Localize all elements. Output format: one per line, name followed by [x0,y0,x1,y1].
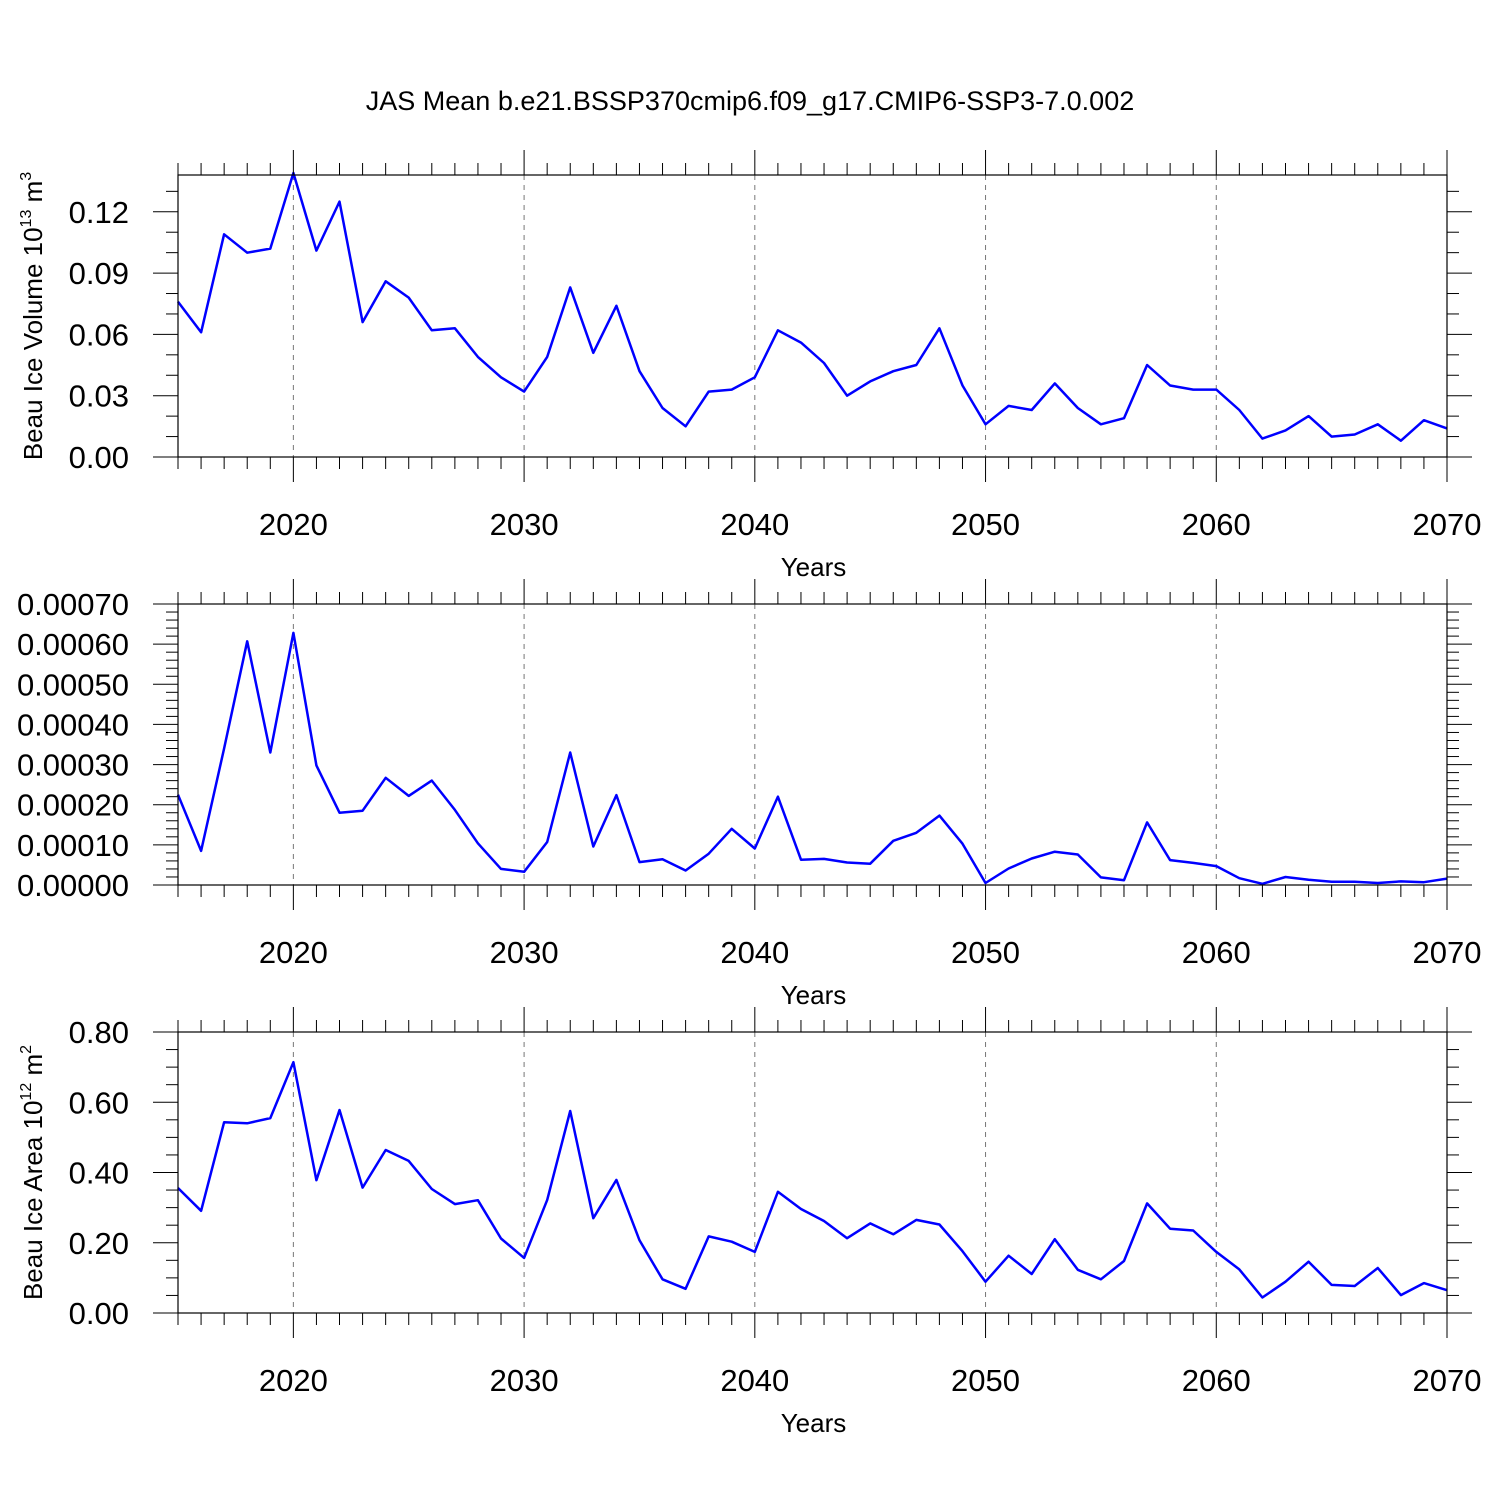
y-tick-label-4: 0.12 [69,195,129,230]
x-tick-label-2070: 2070 [1413,507,1482,542]
x-tick-label-2020: 2020 [259,507,328,542]
y-tick-label-3: 0.00030 [17,748,129,783]
y-tick-label-1: 0.03 [69,379,129,414]
y-axis-label-exponent: 13 [18,210,35,228]
y-tick-label-7: 0.00070 [17,587,129,622]
x-axis-label: Years [781,980,847,1010]
x-tick-label-2070: 2070 [1413,935,1482,970]
x-tick-label-2020: 2020 [259,935,328,970]
y-axis-label-unit: m [18,1054,48,1083]
y-axis-label-main: Beau Ice Area 10 [18,1101,48,1300]
y-tick-label-3: 0.60 [69,1085,129,1120]
y-axis-label-exponent: 12 [18,1083,35,1101]
x-axis-label: Years [781,552,847,582]
y-tick-label-1: 0.00010 [17,828,129,863]
plot-frame [177,603,1448,886]
chart-panel-3: 2020 2030 2040 2050 2060 2070 Years 0.00 0.20 0.4… [18,1007,1481,1438]
y-axis-label-unit-exponent: 2 [18,1045,35,1054]
series-line [177,1060,1448,1299]
y-tick-label-1: 0.20 [69,1226,129,1261]
x-axis-label: Years [781,1408,847,1438]
x-tick-label-2030: 2030 [490,1363,559,1398]
series-line [176,631,1448,886]
y-tick-label-2: 0.40 [69,1156,129,1191]
y-tick-label-4: 0.00040 [17,707,129,742]
y-tick-label-0: 0.00 [69,440,129,475]
plot-frame [177,174,1448,458]
y-axis-label-unit: m [18,181,48,210]
chart-panel-2: 2020 2030 2040 2050 2060 2070 Years 0.00000 0.00… [17,579,1482,1010]
chart-panel-1: 2020 2030 2040 2050 2060 2070 Years 0.00 0.03 0.0… [18,150,1481,582]
y-axis-label: Beau Ice Area 1012 m2 [18,1045,48,1300]
y-tick-label-0: 0.00 [69,1296,129,1331]
series-line [177,171,1448,442]
x-tick-label-2040: 2040 [720,507,789,542]
x-tick-label-2060: 2060 [1182,1363,1251,1398]
x-tick-label-2060: 2060 [1182,935,1251,970]
x-tick-label-2060: 2060 [1182,507,1251,542]
y-tick-label-5: 0.00050 [17,667,129,702]
plot-frame [177,1031,1448,1314]
x-tick-label-2020: 2020 [259,1363,328,1398]
y-tick-label-4: 0.80 [69,1015,129,1050]
x-tick-label-2030: 2030 [490,935,559,970]
y-axis-label: Beau Ice Volume 1013 m3 [18,172,48,460]
panels: 2020 2030 2040 2050 2060 2070 Years 0.00 0.03 0.0… [17,150,1482,1438]
x-tick-label-2040: 2040 [720,935,789,970]
y-tick-label-2: 0.00020 [17,788,129,823]
x-tick-label-2030: 2030 [490,507,559,542]
x-tick-label-2050: 2050 [951,935,1020,970]
x-tick-label-2040: 2040 [720,1363,789,1398]
x-tick-label-2070: 2070 [1413,1363,1482,1398]
y-tick-label-2: 0.06 [69,317,129,352]
y-axis-label-unit-exponent: 3 [18,172,35,181]
y-tick-label-3: 0.09 [69,256,129,291]
x-tick-label-2050: 2050 [951,507,1020,542]
y-tick-label-6: 0.00060 [17,627,129,662]
x-tick-label-2050: 2050 [951,1363,1020,1398]
y-tick-label-0: 0.00000 [17,868,129,903]
y-axis-label-main: Beau Ice Volume 10 [18,227,48,460]
figure-title: JAS Mean b.e21.BSSP370cmip6.f09_g17.CMIP… [366,86,1134,116]
